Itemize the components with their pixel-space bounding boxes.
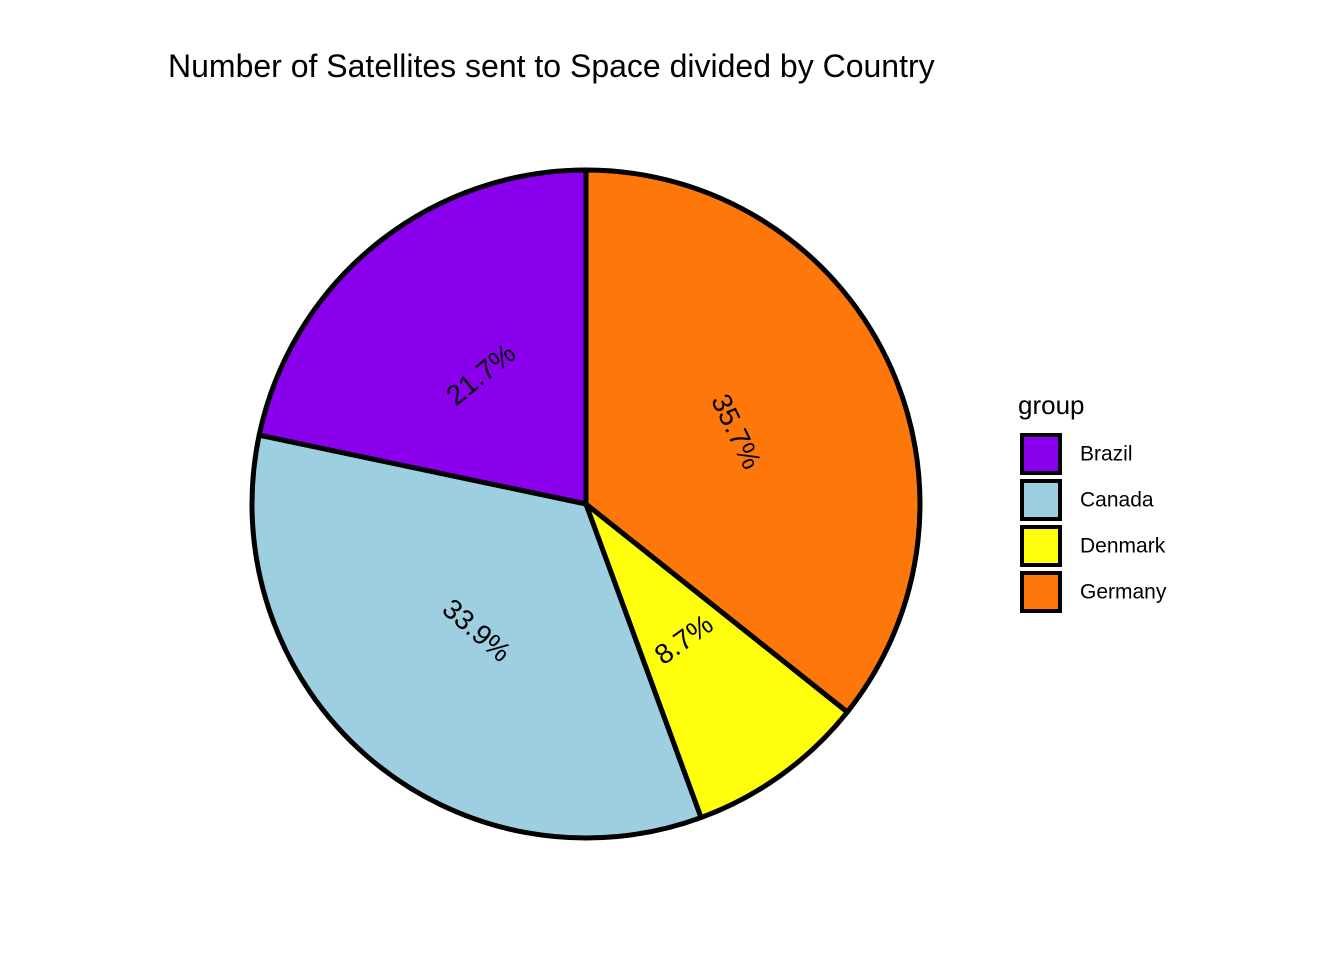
pie-slice-canada bbox=[249, 432, 704, 841]
pie-slice-brazil bbox=[256, 167, 589, 507]
chart-title: Number of Satellites sent to Space divid… bbox=[168, 48, 935, 84]
legend-label-brazil: Brazil bbox=[1080, 443, 1133, 466]
legend-label-germany: Germany bbox=[1080, 581, 1167, 604]
legend-key-canada bbox=[1020, 479, 1062, 521]
legend: group Brazil Canada Denmark Germany bbox=[1018, 390, 1167, 613]
slices-layer bbox=[249, 167, 923, 841]
legend-key-denmark bbox=[1020, 525, 1062, 567]
legend-label-denmark: Denmark bbox=[1080, 535, 1166, 558]
legend-key-germany bbox=[1020, 571, 1062, 613]
legend-title: group bbox=[1018, 390, 1085, 420]
pie-slice-denmark bbox=[583, 501, 850, 821]
legend-key-brazil bbox=[1020, 433, 1062, 475]
pie-slice-germany bbox=[583, 167, 923, 715]
legend-label-canada: Canada bbox=[1080, 489, 1154, 512]
